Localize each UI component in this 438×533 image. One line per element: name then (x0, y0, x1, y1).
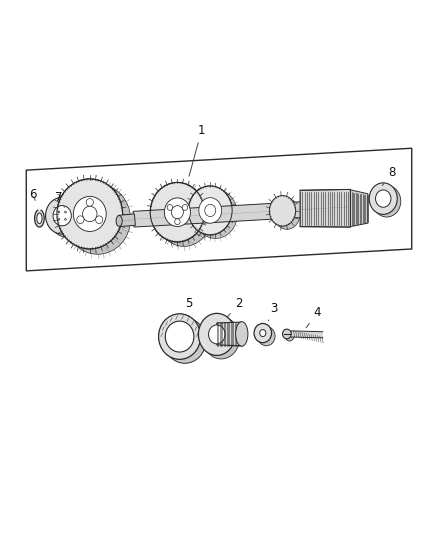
Text: 1: 1 (189, 124, 205, 176)
Ellipse shape (167, 205, 173, 211)
Ellipse shape (37, 213, 42, 223)
Ellipse shape (164, 318, 206, 364)
Polygon shape (119, 214, 135, 227)
Polygon shape (291, 331, 323, 338)
Ellipse shape (182, 205, 187, 211)
Ellipse shape (116, 215, 122, 227)
Ellipse shape (199, 198, 222, 223)
Ellipse shape (236, 322, 248, 346)
Ellipse shape (46, 197, 79, 234)
Polygon shape (300, 189, 350, 227)
Ellipse shape (254, 324, 272, 343)
Text: 7: 7 (55, 191, 64, 207)
Ellipse shape (203, 317, 240, 359)
Ellipse shape (188, 186, 232, 235)
Ellipse shape (171, 206, 184, 219)
Text: 4: 4 (306, 306, 321, 328)
Ellipse shape (58, 219, 60, 220)
Ellipse shape (258, 327, 275, 346)
Ellipse shape (53, 206, 71, 226)
Ellipse shape (194, 189, 237, 238)
Ellipse shape (157, 187, 211, 246)
Ellipse shape (65, 219, 66, 220)
Ellipse shape (38, 208, 41, 211)
Ellipse shape (175, 219, 180, 225)
Polygon shape (217, 322, 242, 346)
Ellipse shape (65, 211, 66, 213)
Ellipse shape (208, 325, 225, 344)
Ellipse shape (95, 216, 103, 223)
Ellipse shape (198, 313, 235, 356)
Ellipse shape (50, 200, 83, 237)
Ellipse shape (260, 329, 266, 336)
Ellipse shape (73, 197, 106, 231)
Ellipse shape (35, 209, 44, 227)
Text: 5: 5 (185, 297, 192, 316)
Ellipse shape (82, 206, 97, 222)
Ellipse shape (165, 321, 194, 352)
Ellipse shape (274, 199, 300, 229)
Ellipse shape (150, 182, 205, 242)
Text: 8: 8 (382, 166, 396, 185)
Ellipse shape (58, 211, 60, 213)
Ellipse shape (375, 190, 391, 207)
Polygon shape (350, 190, 368, 227)
Ellipse shape (269, 196, 296, 226)
Text: 2: 2 (227, 297, 243, 317)
Ellipse shape (369, 183, 397, 214)
Ellipse shape (77, 216, 84, 223)
Ellipse shape (373, 185, 401, 217)
Ellipse shape (283, 329, 291, 339)
Ellipse shape (57, 179, 123, 249)
Ellipse shape (205, 204, 215, 216)
Ellipse shape (65, 184, 131, 254)
Ellipse shape (159, 314, 201, 359)
Ellipse shape (86, 198, 93, 206)
Text: 3: 3 (268, 302, 277, 321)
Text: 6: 6 (29, 188, 37, 201)
Ellipse shape (164, 198, 191, 227)
Polygon shape (133, 199, 349, 227)
Ellipse shape (285, 332, 294, 341)
